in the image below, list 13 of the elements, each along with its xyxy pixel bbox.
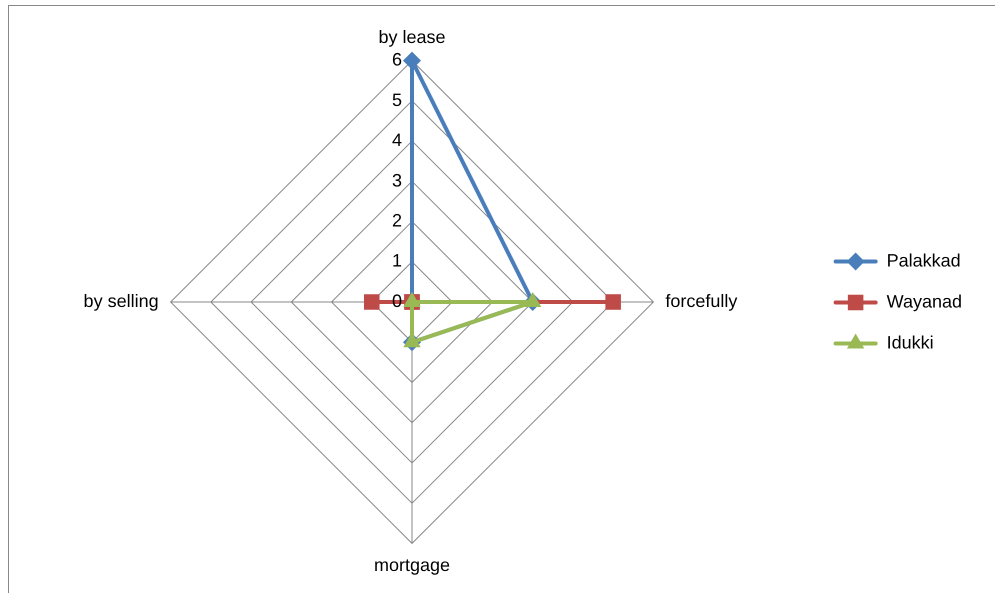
spoke-label: mortgage — [374, 555, 450, 576]
y-tick-label: 2 — [392, 210, 402, 230]
spoke-label: by selling — [84, 290, 159, 311]
spoke-label: by lease — [378, 26, 446, 47]
y-tick-label: 5 — [392, 90, 402, 110]
y-tick-label: 3 — [392, 170, 402, 190]
y-tick-label: 1 — [392, 250, 402, 271]
y-tick-label: 6 — [392, 50, 402, 70]
legend-label: Idukki — [886, 332, 934, 352]
y-tick-label: 4 — [392, 130, 402, 150]
legend-label: Wayanad — [886, 291, 962, 312]
spoke-label: forcefully — [665, 290, 738, 311]
legend-label: Palakkad — [886, 250, 961, 270]
